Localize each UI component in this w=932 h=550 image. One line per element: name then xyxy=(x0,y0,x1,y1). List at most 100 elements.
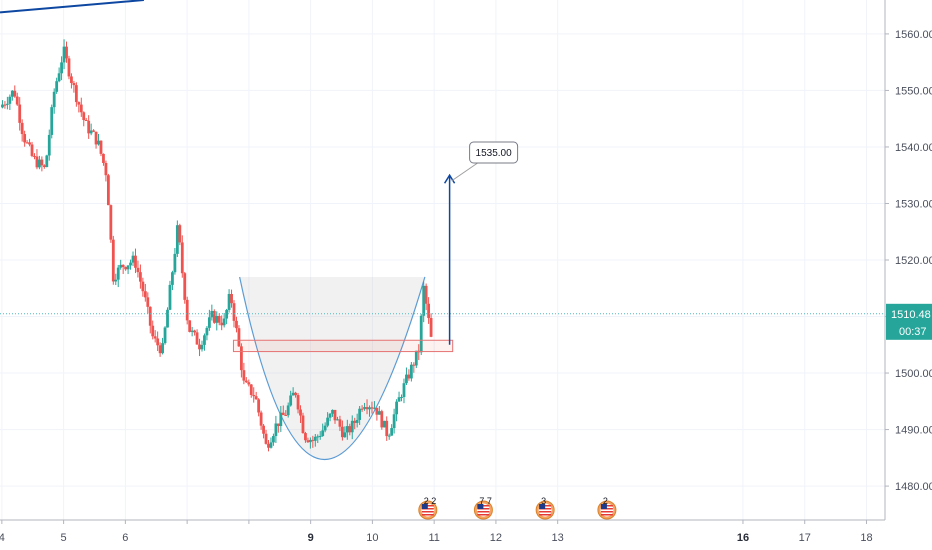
target-callout-pointer xyxy=(451,162,478,182)
candle-body xyxy=(294,392,297,396)
candle-body xyxy=(203,335,206,345)
candle-body xyxy=(13,90,17,97)
time-axis[interactable]: 4 5 6 9 10 11 12 13 16 17 18 xyxy=(0,519,932,550)
price-tick-label: 1500.00 xyxy=(895,368,932,380)
us-flag-event-icon[interactable]: 3 xyxy=(535,496,555,520)
current-price-badge[interactable] xyxy=(886,303,932,340)
candle-body xyxy=(407,374,411,379)
candle-body xyxy=(207,317,211,328)
economic-events[interactable]: 2 2 7 7 3 2 xyxy=(418,496,617,520)
candle-body xyxy=(306,440,310,443)
candle-body xyxy=(82,112,86,121)
candle-body xyxy=(28,142,31,145)
candle-body xyxy=(87,120,91,134)
candle-body xyxy=(235,320,238,329)
candle-body xyxy=(222,318,226,326)
trendline[interactable] xyxy=(0,0,144,14)
candle-body xyxy=(296,395,300,410)
candle-body xyxy=(94,131,98,145)
drawing-overlays: 1535.00 xyxy=(0,0,885,353)
candle-body xyxy=(338,419,342,427)
candle-body xyxy=(375,407,379,415)
candle-body xyxy=(50,107,54,135)
candle-body xyxy=(163,327,167,344)
candle-body xyxy=(8,96,12,104)
price-axis[interactable]: 1480.001490.001500.001510.001520.001530.… xyxy=(884,0,932,520)
candle-body xyxy=(185,299,189,321)
candle-body xyxy=(373,407,376,409)
time-tick-label: 5 xyxy=(61,532,67,544)
candle-body xyxy=(272,436,275,443)
time-tick-label: 12 xyxy=(490,532,502,544)
candle-body xyxy=(178,225,182,243)
price-tick-label: 1560.00 xyxy=(895,29,932,41)
candle-body xyxy=(173,253,177,273)
candle-body xyxy=(15,96,19,105)
candle-body xyxy=(390,428,394,436)
candle-body xyxy=(116,267,120,280)
candle-body xyxy=(153,336,157,339)
flag-stripe xyxy=(421,514,434,516)
candle-body xyxy=(385,420,389,437)
candle-body xyxy=(244,380,248,383)
us-flag-event-icon[interactable]: 7 7 xyxy=(473,496,493,520)
us-flag-event-icon[interactable]: 2 2 xyxy=(418,496,438,520)
candle-body xyxy=(279,412,283,427)
candle-body xyxy=(414,350,418,366)
time-tick-label: 16 xyxy=(737,532,749,544)
us-flag-event-icon[interactable]: 2 xyxy=(597,496,617,520)
candle-body xyxy=(62,46,66,63)
candle-body xyxy=(134,255,137,268)
candle-body xyxy=(55,81,59,92)
candle-body xyxy=(106,175,110,206)
candle-body xyxy=(18,104,22,123)
price-tick-label: 1490.00 xyxy=(895,425,932,437)
time-tick-label: 18 xyxy=(860,532,872,544)
candle-body xyxy=(409,364,413,379)
candle-body xyxy=(274,423,278,437)
candle-body xyxy=(242,370,246,381)
flag-canton xyxy=(477,504,484,509)
cup-fill xyxy=(239,276,425,460)
candle-body xyxy=(190,330,194,332)
candle-body xyxy=(104,162,108,176)
candle-body xyxy=(237,328,241,347)
target-callout-box[interactable] xyxy=(469,141,519,164)
candle-body xyxy=(5,103,9,105)
candle-body xyxy=(129,262,132,266)
candle-body xyxy=(291,392,295,396)
cup-curve xyxy=(239,276,426,461)
candle-body xyxy=(42,165,46,167)
candle-body xyxy=(353,420,357,423)
candle-body xyxy=(259,412,263,426)
candle-body xyxy=(264,433,268,444)
candle-body xyxy=(345,426,349,433)
candle-body xyxy=(52,91,56,108)
candle-body xyxy=(326,417,330,426)
countdown-label: 00:37 xyxy=(899,326,927,338)
candle-body xyxy=(355,419,359,423)
candle-body xyxy=(20,122,24,135)
candle-body xyxy=(168,284,172,310)
target-price-label: 1535.00 xyxy=(476,148,513,159)
candle-body xyxy=(328,413,332,418)
candle-body xyxy=(166,309,169,328)
flag-stripe xyxy=(539,511,552,513)
candle-body xyxy=(400,397,403,399)
candle-body xyxy=(249,384,253,395)
candle-body xyxy=(429,317,433,337)
candle-body xyxy=(1,104,4,108)
candle-body xyxy=(57,73,61,82)
candle-body xyxy=(333,409,337,421)
candle-body xyxy=(318,435,322,437)
candle-body xyxy=(70,76,73,84)
flag-canton xyxy=(539,504,546,509)
candle-body xyxy=(99,140,103,154)
candle-body xyxy=(79,104,83,113)
candle-body xyxy=(111,239,115,282)
candle-body xyxy=(331,409,334,414)
candle-body xyxy=(412,364,416,366)
neckline-box[interactable] xyxy=(232,339,454,353)
price-tick-label: 1550.00 xyxy=(895,85,932,97)
